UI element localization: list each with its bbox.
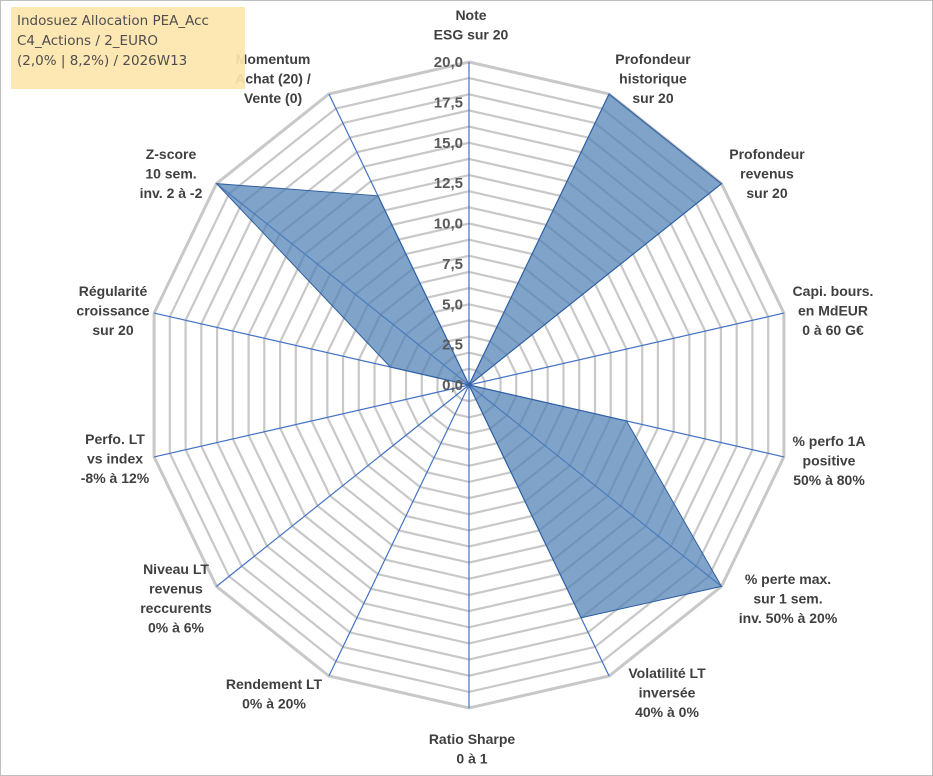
axis-label: Régularité croissance sur 20	[76, 283, 149, 338]
axis-label-line: revenus	[740, 166, 794, 182]
axis-label: Ratio Sharpe 0 à 1	[429, 731, 516, 767]
tick-label: 10,0	[434, 216, 463, 233]
axis-label: Momentum Achat (20) / Vente (0)	[235, 51, 311, 106]
axis-label-line: sur 20	[746, 185, 787, 201]
axis-label-line: Profondeur	[615, 51, 691, 67]
tick-label: 2,5	[442, 337, 463, 354]
axis-label: Note ESG sur 20	[434, 7, 509, 43]
axis-label: Niveau LT revenus reccurents 0% à 6%	[140, 561, 212, 636]
axis-label-line: % perfo 1A	[792, 433, 865, 449]
axis-label: Capi. bours. en MdEUR 0 à 60 G€	[793, 283, 874, 338]
axis-label-line: Capi. bours.	[793, 283, 874, 299]
axis-label-line: -8% à 12%	[81, 470, 150, 486]
axis-label: Profondeur revenus sur 20	[729, 146, 805, 201]
axis-spoke	[153, 384, 470, 458]
axis-label-line: 50% à 80%	[793, 472, 865, 488]
axis-label-line: Volatilité LT	[628, 665, 706, 681]
axis-label-line: inv. 50% à 20%	[739, 610, 838, 626]
axis-label-line: Z-score	[146, 146, 197, 162]
axis-label-line: Ratio Sharpe	[429, 731, 516, 747]
axis-label-line: 0 à 60 G€	[802, 322, 864, 338]
axis-label-line: inv. 2 à -2	[140, 185, 203, 201]
axis-spoke	[328, 384, 470, 677]
axis-label-line: % perte max.	[745, 571, 831, 587]
axis-label-line: en MdEUR	[798, 303, 868, 319]
radar-axis-labels: Note ESG sur 20 Profondeur historique sur 20…	[76, 7, 873, 767]
axis-label-line: Perfo. LT	[85, 431, 145, 447]
axis-label-line: historique	[619, 71, 687, 87]
series-area	[215, 93, 723, 619]
axis-label-line: Note	[455, 7, 486, 23]
axis-label-line: 0% à 20%	[242, 696, 306, 712]
chart-title-line-1: Indosuez Allocation PEA_Acc	[17, 13, 209, 29]
axis-label-line: Achat (20) /	[235, 71, 311, 87]
tick-label: 12,5	[434, 175, 463, 192]
axis-label-line: 10 sem.	[145, 166, 196, 182]
axis-spoke	[468, 312, 785, 386]
axis-label-line: ESG sur 20	[434, 27, 509, 43]
tick-label: 15,0	[434, 135, 463, 152]
axis-label-line: sur 20	[92, 322, 133, 338]
axis-label-line: croissance	[76, 303, 149, 319]
axis-label-line: Momentum	[236, 51, 311, 67]
tick-label: 5,0	[442, 296, 463, 313]
axis-label: Volatilité LT inversée 40% à 0%	[628, 665, 706, 720]
axis-label: Rendement LT 0% à 20%	[226, 676, 323, 712]
axis-label-line: Profondeur	[729, 146, 805, 162]
tick-label: 0,0	[442, 377, 463, 394]
axis-label: Z-score 10 sem. inv. 2 à -2	[140, 146, 203, 201]
axis-label: % perfo 1A positive 50% à 80%	[792, 433, 865, 488]
axis-label-line: sur 1 sem.	[753, 591, 822, 607]
axis-label-line: 0% à 6%	[148, 620, 205, 636]
axis-label-line: revenus	[149, 581, 203, 597]
radar-series	[215, 93, 723, 619]
axis-label-line: 40% à 0%	[635, 704, 699, 720]
axis-label: Profondeur historique sur 20	[615, 51, 691, 106]
axis-label-line: reccurents	[140, 600, 212, 616]
axis-label-line: vs index	[87, 451, 143, 467]
axis-label-line: 0 à 1	[456, 751, 487, 767]
axis-label-line: Rendement LT	[226, 676, 323, 692]
chart-title-line-3: (2,0% | 8,2%) / 2026W13	[17, 53, 188, 69]
axis-spoke	[216, 384, 470, 587]
tick-label: 7,5	[442, 256, 463, 273]
chart-title-box: Indosuez Allocation PEA_Acc C4_Actions /…	[11, 7, 245, 89]
axis-label-line: positive	[803, 453, 856, 469]
axis-label-line: Niveau LT	[143, 561, 209, 577]
axis-label-line: inversée	[639, 685, 696, 701]
axis-label: % perte max. sur 1 sem. inv. 50% à 20%	[739, 571, 838, 626]
axis-label-line: Régularité	[79, 283, 148, 299]
radar-tick-labels: 0,0 2,5 5,0 7,5 10,0 12,5 15,0 17,5 20,0	[434, 54, 463, 394]
tick-label: 20,0	[434, 54, 463, 71]
axis-label-line: sur 20	[632, 90, 673, 106]
axis-label: Perfo. LT vs index -8% à 12%	[81, 431, 150, 486]
axis-label-line: Vente (0)	[244, 90, 302, 106]
tick-label: 17,5	[434, 94, 463, 111]
chart-title-line-2: C4_Actions / 2_EURO	[17, 33, 158, 49]
